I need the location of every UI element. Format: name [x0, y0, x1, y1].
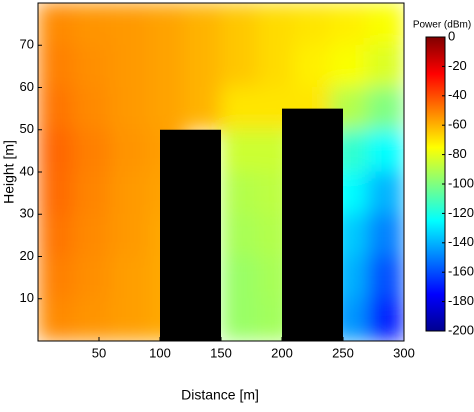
cell: [110, 256, 149, 300]
y-tick-label: 60: [20, 79, 34, 94]
colorbar-tick-label: -40: [448, 87, 467, 102]
cell: [366, 129, 404, 173]
colorbar-label: Power (dBm): [413, 20, 471, 31]
cell: [74, 298, 112, 341]
cell: [38, 87, 76, 131]
colorbar-tick-label: -20: [448, 58, 467, 73]
colorbar-tick-label: -60: [448, 117, 467, 132]
cell: [38, 3, 76, 46]
x-label: Distance [m]: [181, 387, 259, 403]
x-tick-label: 250: [332, 345, 354, 360]
cell: [74, 171, 112, 215]
cell: [110, 87, 149, 131]
cell: [38, 171, 76, 215]
colorbar-tick-label: -200: [448, 322, 474, 337]
cell: [38, 256, 76, 300]
cell: [293, 44, 332, 88]
cell: [74, 87, 112, 131]
cell: [183, 44, 222, 88]
cell: [38, 213, 76, 257]
x-tick-label: 200: [271, 345, 293, 360]
cell: [293, 3, 332, 46]
cell: [110, 171, 149, 215]
building: [160, 129, 221, 341]
cell: [110, 129, 149, 173]
cell: [220, 87, 259, 131]
cell: [366, 256, 404, 300]
colorbar-tick-label: -180: [448, 293, 474, 308]
cell: [220, 256, 259, 300]
cell: [38, 298, 76, 341]
cell: [366, 213, 404, 257]
y-tick-label: 70: [20, 37, 34, 52]
cell: [220, 171, 259, 215]
cell: [147, 44, 185, 88]
y-tick-label: 40: [20, 163, 34, 178]
cell: [74, 213, 112, 257]
cell: [110, 3, 149, 46]
cell: [183, 87, 222, 131]
cell: [220, 129, 259, 173]
y-label: Height [m]: [1, 140, 17, 204]
cell: [74, 129, 112, 173]
cell: [220, 44, 259, 88]
x-tick-label: 300: [393, 345, 415, 360]
y-tick-label: 10: [20, 290, 34, 305]
cell: [330, 44, 368, 88]
cell: [366, 87, 404, 131]
cell: [110, 44, 149, 88]
cell: [366, 44, 404, 88]
colorbar-tick-label: -120: [448, 205, 474, 220]
y-tick-label: 20: [20, 248, 34, 263]
cell: [366, 171, 404, 215]
cell: [257, 3, 295, 46]
cell: [220, 298, 259, 341]
cell: [183, 3, 222, 46]
cell: [147, 3, 185, 46]
x-tick-label: 150: [210, 345, 232, 360]
colorbar-tick-label: -80: [448, 146, 467, 161]
x-tick-label: 50: [92, 345, 106, 360]
cell: [330, 3, 368, 46]
cell: [257, 44, 295, 88]
cell: [38, 44, 76, 88]
cell: [110, 298, 149, 341]
y-tick-label: 30: [20, 206, 34, 221]
building: [282, 108, 343, 341]
colorbar-tick-label: 0: [448, 28, 455, 43]
cell: [74, 44, 112, 88]
colorbar-tick-label: -100: [448, 175, 474, 190]
y-tick-label: 50: [20, 121, 34, 136]
cell: [38, 129, 76, 173]
cell: [147, 87, 185, 131]
cell: [74, 256, 112, 300]
cell: [110, 213, 149, 257]
colorbar-tick-label: -140: [448, 234, 474, 249]
x-tick-label: 100: [149, 345, 171, 360]
cell: [220, 3, 259, 46]
cell: [366, 3, 404, 46]
cell: [220, 213, 259, 257]
cell: [366, 298, 404, 341]
colorbar-tick-label: -160: [448, 264, 474, 279]
field: [38, 3, 404, 341]
cell: [74, 3, 112, 46]
